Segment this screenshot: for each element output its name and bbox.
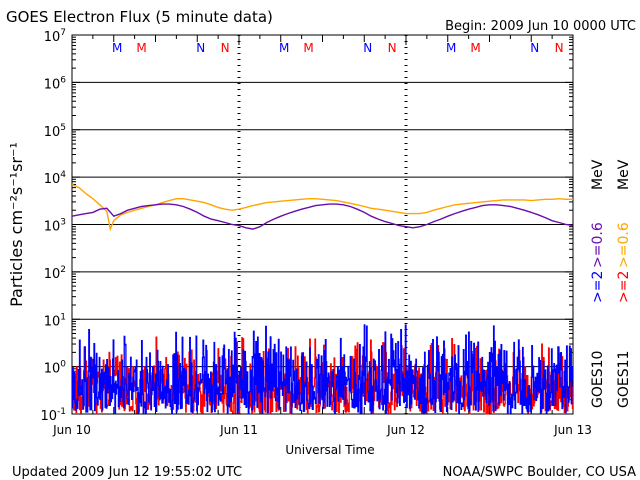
y-tick-label: 102 — [44, 265, 66, 282]
marker-m: M — [303, 41, 313, 55]
credit: NOAA/SWPC Boulder, CO USA — [443, 465, 636, 480]
marker-n: N — [363, 41, 372, 55]
begin-time: Begin: 2009 Jun 10 0000 UTC — [445, 19, 636, 34]
marker-m: M — [112, 41, 122, 55]
y-tick-label: 100 — [44, 360, 67, 377]
marker-n: N — [555, 41, 564, 55]
y-tick-label: 105 — [44, 123, 66, 140]
legend-goes10: GOES10 — [590, 351, 606, 408]
x-tick-label: Jun 12 — [386, 423, 425, 437]
y-tick-label: 107 — [44, 28, 66, 45]
legend-goes11-low: >=0.6 — [616, 222, 632, 268]
legend-goes10-high: >=2 — [590, 271, 606, 303]
x-tick-label: Jun 10 — [52, 423, 91, 437]
chart-title: GOES Electron Flux (5 minute data) — [6, 8, 273, 26]
y-tick-label: 10-1 — [40, 407, 66, 424]
y-axis-label: Particles cm⁻²s⁻¹sr⁻¹ — [7, 142, 26, 307]
marker-m: M — [470, 41, 480, 55]
legend-goes11-high: >=2 — [616, 271, 632, 303]
marker-m: M — [279, 41, 289, 55]
plot-area: 10-1 100 101 102 103 104 105 106 107 Jun 10 Jun 11… — [7, 28, 632, 437]
y-tick-label: 104 — [44, 170, 67, 187]
y-tick-label: 103 — [44, 218, 66, 235]
legend-goes10-low: >=0.6 — [590, 222, 606, 268]
marker-n: N — [196, 41, 205, 55]
x-axis-label: Universal Time — [285, 443, 374, 457]
series-goes11-06mev-orange — [71, 183, 573, 232]
legend-unit-goes10: MeV — [590, 159, 606, 190]
marker-n: N — [530, 41, 539, 55]
marker-n: N — [221, 41, 230, 55]
y-tick-label: 101 — [44, 312, 66, 329]
y-tick-label: 106 — [44, 75, 67, 92]
legend-unit-goes11: MeV — [616, 159, 632, 190]
x-tick-label: Jun 11 — [219, 423, 258, 437]
marker-n: N — [388, 41, 397, 55]
legend-goes11: GOES11 — [616, 351, 632, 408]
marker-m: M — [136, 41, 146, 55]
updated-time: Updated 2009 Jun 12 19:55:02 UTC — [12, 465, 242, 480]
x-tick-label: Jun 13 — [553, 423, 592, 437]
series-goes10-2mev-blue — [71, 324, 574, 415]
series-goes10-06mev-purple — [71, 203, 574, 230]
marker-m: M — [446, 41, 456, 55]
